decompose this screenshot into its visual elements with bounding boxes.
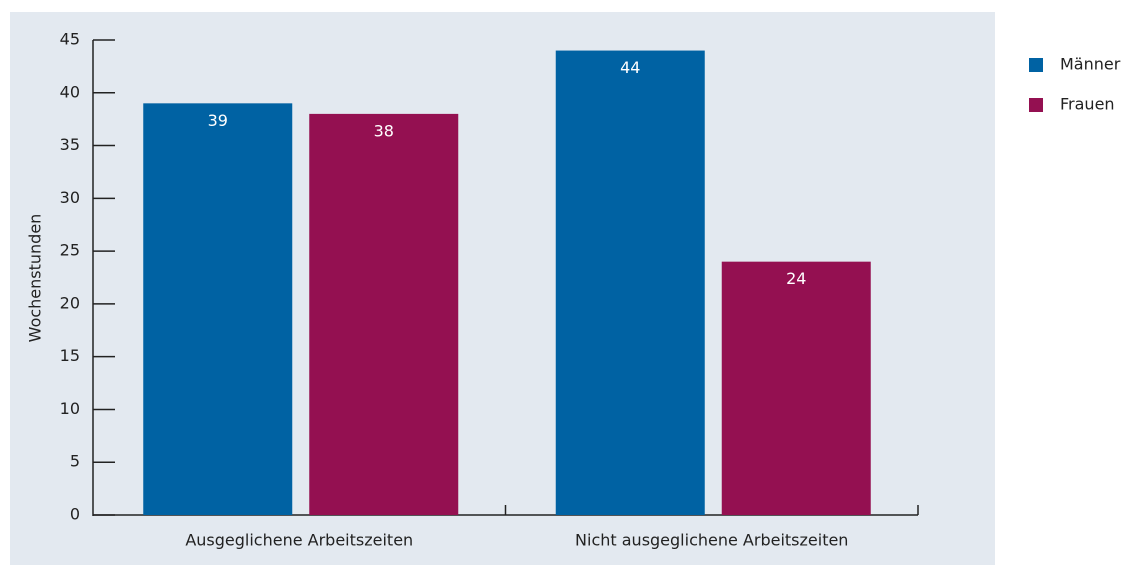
legend-label: Männer (1060, 55, 1121, 74)
y-tick-label: 10 (60, 399, 80, 418)
bar (555, 50, 705, 516)
legend-label: Frauen (1060, 95, 1115, 114)
y-tick-label: 40 (60, 82, 80, 101)
y-tick-label: 30 (60, 188, 80, 207)
y-tick-label: 35 (60, 135, 80, 154)
y-tick-label: 20 (60, 293, 80, 312)
value-label: 38 (374, 121, 394, 140)
y-axis-label: Wochenstunden (26, 214, 45, 343)
x-tick-label: Ausgeglichene Arbeitszeiten (185, 531, 413, 550)
y-tick-label: 15 (60, 346, 80, 365)
legend-swatch (1029, 58, 1043, 72)
x-tick-label: Nicht ausgeglichene Arbeitszeiten (575, 531, 848, 550)
value-label: 39 (208, 111, 228, 130)
value-label: 44 (620, 58, 640, 77)
y-tick-label: 25 (60, 241, 80, 260)
y-tick-label: 0 (70, 505, 80, 524)
bar (309, 113, 459, 515)
bar (143, 103, 293, 515)
bar (721, 261, 871, 515)
y-tick-label: 45 (60, 30, 80, 49)
legend-swatch (1029, 98, 1043, 112)
y-tick-label: 5 (70, 452, 80, 471)
value-label: 24 (786, 269, 806, 288)
